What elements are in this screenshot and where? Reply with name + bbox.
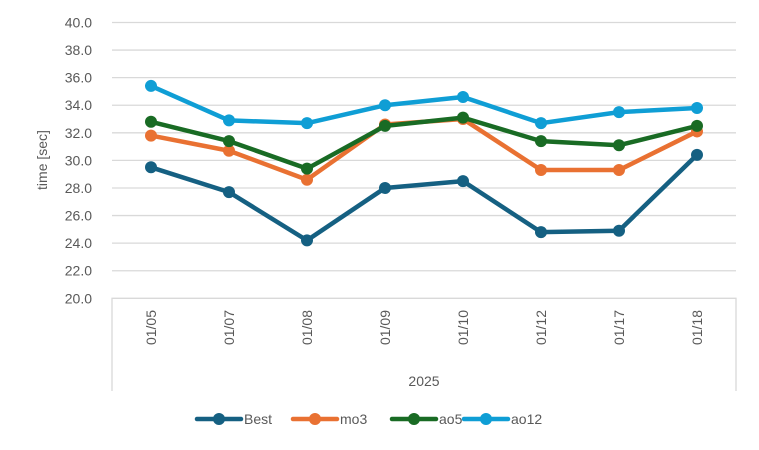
data-point-ao12 [223,114,235,127]
legend-label: Best [244,411,272,427]
data-point-ao12 [379,99,391,112]
legend-item-ao12: ao12 [461,411,542,427]
data-point-best [301,234,313,247]
legend-label: mo3 [340,411,367,427]
data-point-ao12 [145,79,157,92]
data-point-best [145,161,157,174]
y-tick-label: 24.0 [65,235,92,251]
data-point-best [457,175,469,188]
x-tick-label: 01/18 [689,310,705,345]
series-line-ao5 [148,115,700,171]
y-tick-label: 32.0 [65,125,92,141]
data-point-mo3 [223,144,235,157]
data-point-ao5 [145,115,157,128]
x-tick-label: 01/07 [221,310,237,345]
legend-item-ao5: ao5 [389,411,463,427]
series-lines [145,79,703,247]
series-line-ao12 [148,83,700,126]
data-point-ao12 [301,117,313,130]
y-tick-label: 28.0 [65,180,92,196]
y-tick-label: 26.0 [65,208,92,224]
y-tick-label: 38.0 [65,42,92,58]
series-ao12 [145,79,703,130]
data-point-best [223,186,235,199]
series-line-best [148,152,700,243]
data-point-best [535,226,547,239]
data-point-ao5 [613,139,625,152]
data-point-ao12 [457,90,469,103]
data-point-ao5 [457,111,469,124]
data-point-ao5 [223,135,235,148]
y-tick-label: 22.0 [65,263,92,279]
series-ao5 [145,111,703,175]
data-point-ao12 [613,106,625,119]
data-point-ao5 [535,135,547,148]
legend-dot-marker [309,413,321,425]
y-tick-label: 36.0 [65,70,92,86]
legend: Best mo3 ao5 ao12 [194,411,542,427]
legend-item-mo3: mo3 [290,411,367,427]
data-point-ao12 [691,101,703,114]
y-axis-title: time [sec] [34,130,50,190]
x-axis-group-label: 2025 [408,373,439,389]
x-tick-label: 01/05 [143,310,159,345]
legend-dot-marker [480,413,492,425]
y-tick-label: 30.0 [65,152,92,168]
y-tick-label: 34.0 [65,97,92,113]
x-tick-label: 01/08 [299,310,315,345]
x-tick-label: 01/10 [455,310,471,345]
legend-label: ao12 [511,411,542,427]
x-axis-category-box [111,297,737,391]
x-axis-tick-labels: 01/05 01/07 01/08 01/09 01/10 01/12 01/17 01/18 [143,310,705,345]
data-point-ao12 [535,117,547,130]
y-axis-tick-labels: 20.0 22.0 24.0 26.0 28.0 30.0 32.0 34.0 36.0 38.0… [65,15,92,307]
y-tick-label: 40.0 [65,15,92,31]
data-point-best [613,224,625,237]
data-point-mo3 [613,164,625,177]
data-point-ao5 [301,162,313,175]
data-point-ao5 [691,119,703,132]
legend-label: ao5 [439,411,463,427]
x-tick-label: 01/12 [533,310,549,345]
data-point-mo3 [145,129,157,142]
data-point-mo3 [301,173,313,186]
data-point-best [691,148,703,161]
legend-dot-marker [408,413,420,425]
x-axis-line [111,297,737,391]
x-tick-label: 01/17 [611,310,627,345]
data-point-mo3 [535,164,547,177]
data-point-best [379,181,391,194]
x-tick-label: 01/09 [377,310,393,345]
data-point-ao5 [379,119,391,132]
series-best [145,148,703,247]
legend-item-best: Best [194,411,272,427]
y-tick-label: 20.0 [65,290,92,306]
legend-dot-marker [213,413,225,425]
